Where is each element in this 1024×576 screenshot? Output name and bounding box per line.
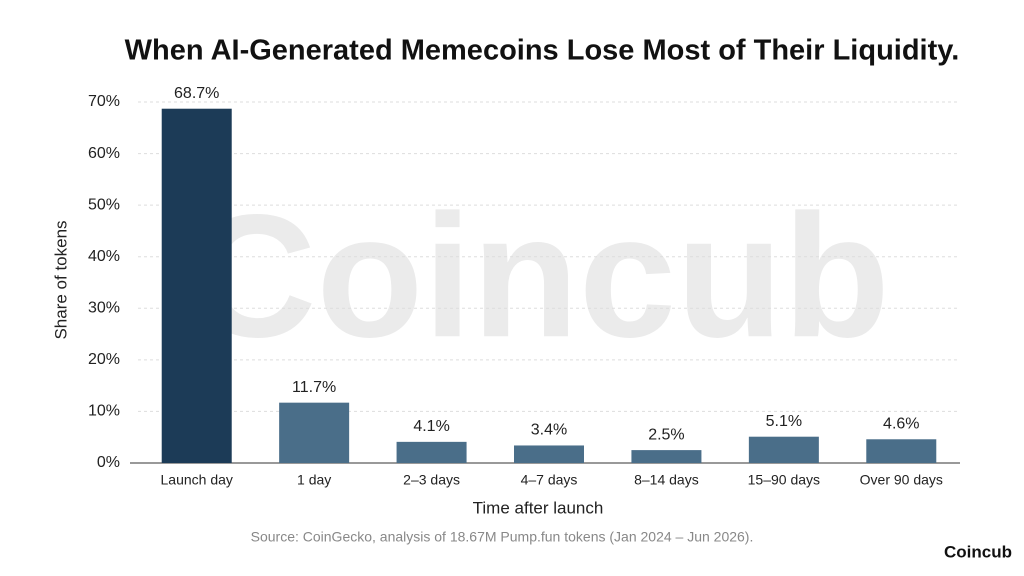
y-tick-label: 30%	[88, 300, 120, 317]
value-label: 2.5%	[648, 426, 684, 443]
y-tick-label: 40%	[88, 248, 120, 265]
value-label: 5.1%	[766, 413, 802, 430]
chart-title: When AI-Generated Memecoins Lose Most of…	[125, 35, 960, 67]
x-tick-label: Launch day	[161, 472, 233, 488]
y-tick-label: 10%	[88, 403, 120, 420]
bar	[396, 441, 467, 463]
x-tick-label: Over 90 days	[860, 472, 943, 488]
source-note: Source: CoinGecko, analysis of 18.67M Pu…	[251, 529, 754, 545]
x-tick-label: 15–90 days	[748, 472, 820, 488]
value-label: 3.4%	[531, 422, 567, 439]
y-tick-label: 0%	[97, 454, 120, 471]
x-tick-label: 4–7 days	[521, 472, 578, 488]
bar	[514, 445, 584, 463]
x-tick-label: 2–3 days	[403, 472, 460, 488]
watermark: Coincub	[190, 179, 890, 374]
x-tick-label: 1 day	[297, 472, 331, 488]
bar	[279, 402, 350, 463]
y-tick-label: 50%	[88, 196, 120, 213]
value-label: 4.6%	[883, 415, 919, 432]
y-tick-label: 70%	[88, 93, 120, 110]
bar	[161, 108, 232, 463]
brand: Coincub	[944, 542, 1012, 561]
y-tick-label: 20%	[88, 351, 120, 368]
x-axis-label: Time after launch	[473, 498, 604, 517]
value-label: 4.1%	[413, 418, 449, 435]
value-label: 68.7%	[174, 85, 219, 102]
y-axis-label: Share of tokens	[51, 220, 70, 339]
bar	[631, 450, 702, 463]
bar	[866, 439, 937, 463]
bar	[748, 436, 819, 463]
value-label: 11.7%	[292, 379, 336, 396]
x-tick-label: 8–14 days	[634, 472, 699, 488]
y-tick-label: 60%	[88, 145, 120, 162]
